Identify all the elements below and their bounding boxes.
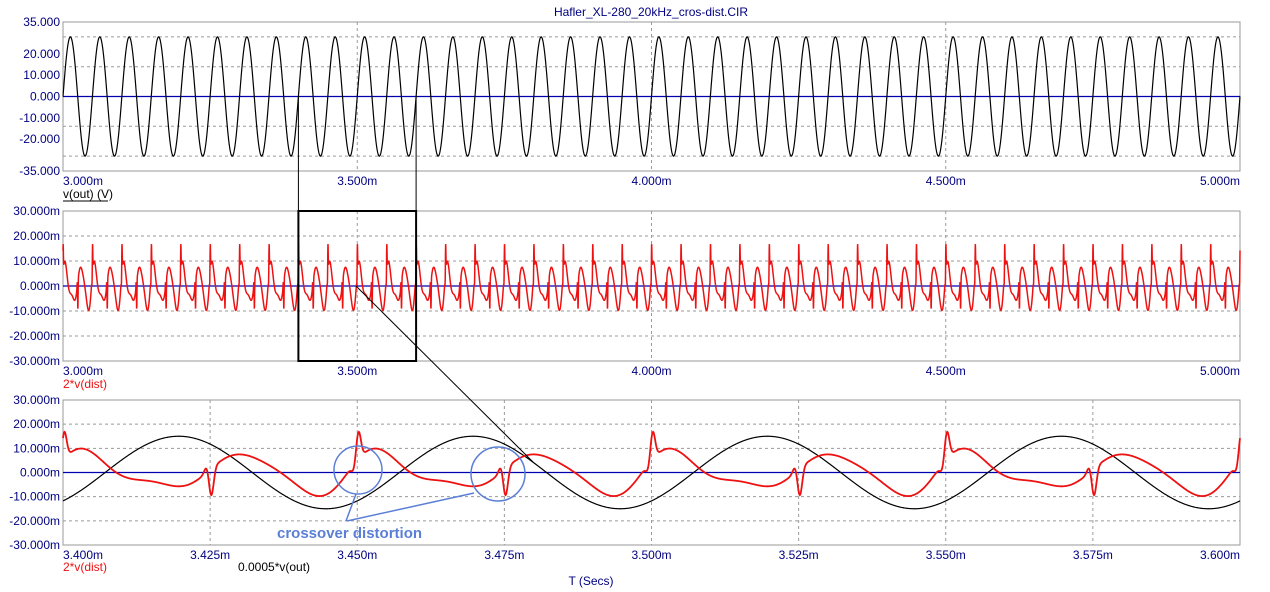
y-tick-label: 10.000m <box>13 254 60 268</box>
x-tick-label: 4.000m <box>631 364 671 378</box>
y-tick-label: 30.000m <box>13 393 60 407</box>
y-tick-label: 20.000 <box>23 47 60 61</box>
y-tick-label: -30.000m <box>9 538 60 552</box>
legend-dist-bottom: 2*v(dist) <box>63 560 107 574</box>
y-tick-label: -20.000m <box>9 329 60 343</box>
y-tick-label: 20.000m <box>13 417 60 431</box>
x-tick-label: 4.500m <box>926 364 966 378</box>
y-tick-label: 20.000m <box>13 229 60 243</box>
annotation-pointer-1 <box>345 493 357 522</box>
panel-bottom-x-ticks: 3.400m 3.425m 3.450m 3.475m 3.500m 3.525m 3.55… <box>63 548 1240 562</box>
panel-middle: 30.000m 20.000m 10.000m 0.000m -10.000m -20.0… <box>9 204 1241 391</box>
y-tick-label: 10.000 <box>23 68 60 82</box>
legend-vout: v(out) (V) <box>63 187 113 201</box>
x-tick-label: 3.400m <box>63 548 103 562</box>
x-tick-label: 3.450m <box>337 548 377 562</box>
annotation-circle-1 <box>333 445 383 495</box>
x-tick-label: 3.475m <box>484 548 524 562</box>
x-tick-label: 5.000m <box>1200 364 1240 378</box>
y-tick-label: -10.000m <box>9 490 60 504</box>
x-tick-label: 3.550m <box>926 548 966 562</box>
x-tick-label: 3.525m <box>779 548 819 562</box>
y-tick-label: 0.000m <box>20 466 60 480</box>
x-tick-label: 3.425m <box>190 548 230 562</box>
zoom-callout-line <box>355 285 534 463</box>
panel-bottom: 30.000m 20.000m 10.000m 0.000m -10.000m -20.0… <box>9 393 1241 588</box>
legend-scaled-vout: 0.0005*v(out) <box>238 560 310 574</box>
x-tick-label: 3.500m <box>631 548 671 562</box>
y-tick-label: -20.000 <box>19 132 60 146</box>
crossover-annotation: crossover distortion <box>277 445 526 542</box>
x-tick-label: 3.000m <box>63 174 103 188</box>
y-tick-label: -10.000m <box>9 304 60 318</box>
y-tick-label: 10.000m <box>13 441 60 455</box>
annotation-circle-2 <box>470 446 526 502</box>
y-tick-label: -20.000m <box>9 514 60 528</box>
legend-dist-middle: 2*v(dist) <box>63 377 107 391</box>
y-tick-label: 30.000m <box>13 204 60 218</box>
x-axis-label: T (Secs) <box>568 574 613 588</box>
panel-top-x-ticks: 3.000m 3.500m 4.000m 4.500m 5.000m <box>63 174 1240 188</box>
zoom-indicator <box>297 96 534 463</box>
series-scaled-vout <box>62 435 1241 510</box>
y-tick-label: -35.000 <box>19 164 60 178</box>
x-tick-label: 4.500m <box>926 174 966 188</box>
x-tick-label: 4.000m <box>631 174 671 188</box>
panel-bottom-y-ticks: 30.000m 20.000m 10.000m 0.000m -10.000m -20.0… <box>9 393 60 552</box>
panel-middle-x-ticks: 3.000m 3.500m 4.000m 4.500m 5.000m <box>63 364 1240 378</box>
x-tick-label: 3.500m <box>337 174 377 188</box>
zoom-box <box>297 210 418 362</box>
series-vout <box>62 36 1241 157</box>
x-tick-label: 5.000m <box>1200 174 1240 188</box>
y-tick-label: 0.000 <box>30 90 60 104</box>
x-tick-label: 3.575m <box>1073 548 1113 562</box>
series-dist-middle <box>62 244 1241 312</box>
y-tick-label: -10.000 <box>19 111 60 125</box>
annotation-label: crossover distortion <box>277 525 422 542</box>
panel-top: 35.000 20.000 10.000 0.000 -10.000 -20.000 -35… <box>19 15 1241 202</box>
panel-top-y-ticks: 35.000 20.000 10.000 0.000 -10.000 -20.000 -35… <box>19 15 60 178</box>
panel-middle-y-ticks: 30.000m 20.000m 10.000m 0.000m -10.000m -20.0… <box>9 204 60 368</box>
y-tick-label: 35.000 <box>23 15 60 29</box>
series-dist-bottom <box>62 430 1241 497</box>
y-tick-label: -30.000m <box>9 354 60 368</box>
x-tick-label: 3.000m <box>63 364 103 378</box>
chart-title: Hafler_XL-280_20kHz_cros-dist.CIR <box>554 5 748 19</box>
x-tick-label: 3.600m <box>1200 548 1240 562</box>
y-tick-label: 0.000m <box>20 279 60 293</box>
annotation-pointer-2 <box>346 492 475 522</box>
x-tick-label: 3.500m <box>337 364 377 378</box>
